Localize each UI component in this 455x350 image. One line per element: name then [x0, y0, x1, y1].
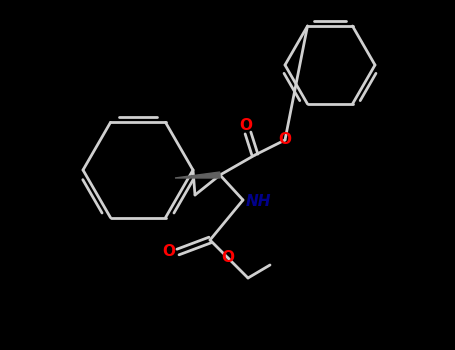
Text: O: O: [278, 133, 292, 147]
Polygon shape: [175, 172, 220, 178]
Text: O: O: [239, 119, 253, 133]
Text: NH: NH: [246, 195, 272, 210]
Text: O: O: [222, 251, 234, 266]
Text: O: O: [162, 245, 176, 259]
